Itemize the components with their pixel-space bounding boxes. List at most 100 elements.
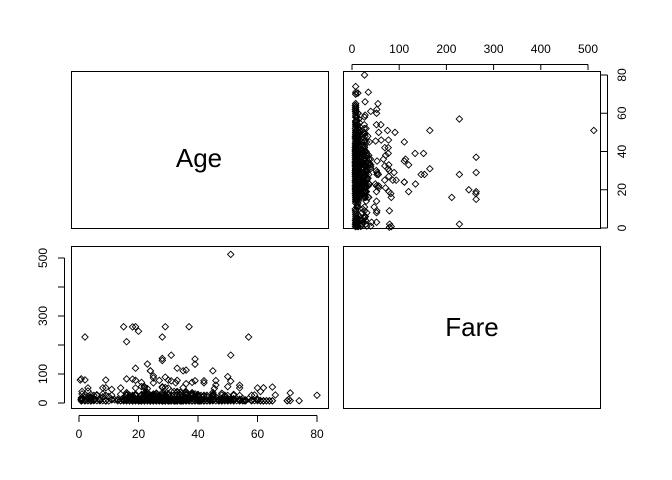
scatter-point <box>362 222 371 230</box>
scatter-point <box>182 391 190 400</box>
scatter-point <box>354 174 362 183</box>
scatter-point <box>155 396 164 405</box>
scatter-point <box>384 136 393 144</box>
scatter-point <box>366 155 375 163</box>
scatter-point <box>200 378 208 387</box>
scatter-point <box>377 120 385 129</box>
scatter-point <box>161 373 170 381</box>
scatter-point <box>229 394 238 403</box>
scatter-point <box>182 379 190 388</box>
scatter-point <box>185 397 193 405</box>
age-axis-bottom: 0 20 40 60 80 <box>76 415 324 441</box>
scatter-point <box>253 384 262 392</box>
fare-axis-left-tick-label: 100 <box>36 364 50 384</box>
scatter-point <box>268 383 277 391</box>
scatter-point <box>146 367 155 375</box>
scatter-point <box>390 168 398 177</box>
scatter-point <box>353 203 361 211</box>
scatter-point <box>360 193 369 202</box>
scatter-point <box>360 137 369 145</box>
scatter-point <box>351 113 360 121</box>
diagonal-label-fare: Fare <box>445 312 498 342</box>
scatter-point <box>122 396 131 405</box>
scatter-point <box>229 395 238 404</box>
scatter-point <box>351 222 360 231</box>
scatter-point <box>359 218 367 227</box>
scatter-point <box>226 250 235 259</box>
scatter-point <box>295 396 303 405</box>
scatter-point <box>78 390 86 398</box>
scatter-point <box>140 396 149 405</box>
scatter-point <box>179 367 187 375</box>
scatter-point <box>90 391 98 400</box>
scatter-point <box>158 333 167 341</box>
scatter-point <box>351 109 360 118</box>
scatter-point <box>155 376 164 385</box>
scatter-point <box>372 105 381 114</box>
scatter-point <box>158 396 167 405</box>
scatter-point <box>191 392 199 401</box>
scatter-point <box>161 322 170 331</box>
scatter-point <box>367 218 376 227</box>
scatter-point <box>214 396 223 405</box>
scatter-point <box>352 193 361 202</box>
scatter-point <box>158 382 167 391</box>
age-axis-right-tick-label: 60 <box>615 106 629 120</box>
fare-axis-top-tick-label: 500 <box>578 42 598 56</box>
scatter-point <box>420 170 429 179</box>
scatter-point <box>161 383 170 392</box>
scatter-point <box>152 395 161 404</box>
fare-axis-top-tick-label: 300 <box>484 42 504 56</box>
scatter-point <box>253 396 262 405</box>
scatter-point <box>137 391 146 400</box>
scatter-point <box>137 382 146 391</box>
fare-axis-left-tick-label: 0 <box>36 399 50 406</box>
scatter-point <box>217 391 226 399</box>
scatter-point <box>179 391 187 400</box>
scatter-point <box>262 396 271 405</box>
scatter-point <box>223 372 232 381</box>
scatter-point <box>119 396 128 405</box>
scatter-point <box>417 170 425 179</box>
scatter-point <box>143 360 152 368</box>
scatter-point <box>354 134 362 142</box>
scatter-point <box>362 187 371 196</box>
scatter-point <box>226 377 235 386</box>
scatter-point <box>158 354 167 363</box>
scatter-point <box>360 212 369 221</box>
scatter-point <box>354 140 362 148</box>
scatter-point <box>365 180 374 188</box>
scatter-point <box>143 388 152 397</box>
scatter-point <box>351 149 360 158</box>
scatter-point <box>351 105 360 114</box>
scatter-point <box>351 199 360 207</box>
scatter-point <box>101 376 110 384</box>
scatter-point <box>265 397 274 405</box>
scatter-point <box>351 90 360 98</box>
points-age-vs-fare <box>351 71 598 232</box>
scatter-point <box>455 115 464 123</box>
scatter-point <box>387 193 396 202</box>
age-axis-bottom-tick-label: 80 <box>310 427 324 441</box>
scatter-point <box>387 222 396 231</box>
scatter-point <box>253 395 262 404</box>
scatter-point <box>374 99 382 108</box>
scatter-point <box>164 394 173 403</box>
scatter-point <box>352 195 361 204</box>
scatter-point <box>472 195 480 204</box>
scatter-point <box>209 396 217 405</box>
scatter-point <box>447 193 456 202</box>
scatter-point <box>101 396 110 405</box>
scatter-point <box>455 170 464 179</box>
scatter-point <box>122 391 131 400</box>
scatter-point <box>351 82 360 91</box>
scatter-point <box>366 164 375 173</box>
scatter-point <box>200 394 208 403</box>
panel-fare-vs-age <box>71 246 329 409</box>
scatter-point <box>366 107 375 116</box>
scatter-point <box>351 101 360 110</box>
scatter-point <box>353 222 361 230</box>
age-axis-right-tick-label: 20 <box>615 183 629 197</box>
scatter-point <box>360 172 369 181</box>
scatter-point <box>116 396 125 405</box>
